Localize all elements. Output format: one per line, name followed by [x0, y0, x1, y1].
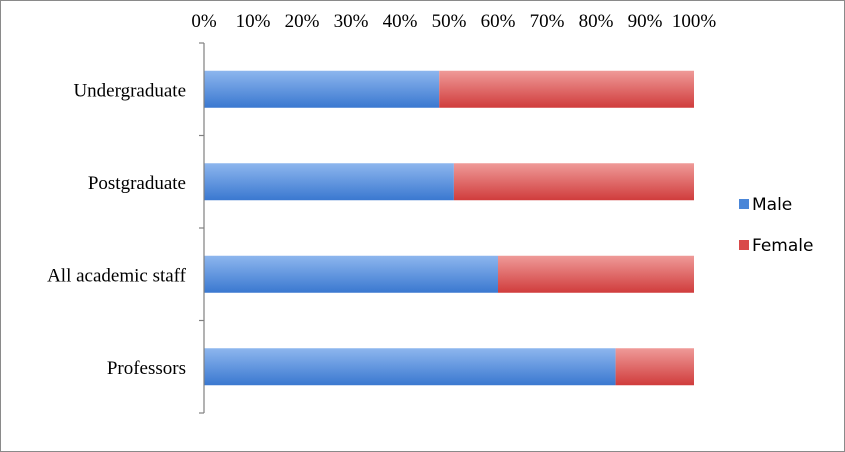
legend-label-male: Male — [752, 195, 792, 215]
x-axis-ticks: 0% 10% 20% 30% 40% 50% 60% 70% 80% 90% 100% — [191, 11, 716, 32]
category-label: Professors — [107, 358, 186, 379]
x-tick-label: 30% — [334, 11, 369, 32]
bars: Undergraduate Postgraduate All academic st… — [47, 70, 694, 386]
x-tick-label: 60% — [481, 11, 516, 32]
legend-swatch-male — [739, 199, 749, 209]
x-tick-label: 90% — [628, 11, 663, 32]
x-tick-label: 20% — [285, 11, 320, 32]
bar-male-undergraduate — [204, 70, 440, 108]
x-tick-label: 0% — [191, 11, 217, 32]
bar-female-postgraduate — [453, 163, 694, 201]
x-tick-label: 70% — [530, 11, 565, 32]
bar-male-all-academic-staff — [204, 255, 498, 293]
x-tick-label: 40% — [383, 11, 418, 32]
bar-male-professors — [204, 348, 616, 386]
x-tick-label: 10% — [236, 11, 271, 32]
bar-female-all-academic-staff — [498, 255, 694, 293]
x-tick-label: 80% — [579, 11, 614, 32]
x-tick-label: 100% — [672, 11, 717, 32]
legend: Male Female — [739, 195, 813, 256]
bar-female-undergraduate — [439, 70, 694, 108]
bar-female-professors — [615, 348, 694, 386]
x-tick-label: 50% — [432, 11, 467, 32]
bar-male-postgraduate — [204, 163, 454, 201]
category-label: Undergraduate — [73, 80, 186, 101]
y-axis — [199, 42, 205, 414]
legend-label-female: Female — [752, 236, 813, 256]
category-label: Postgraduate — [88, 173, 186, 194]
category-label: All academic staff — [47, 265, 187, 286]
legend-swatch-female — [739, 240, 749, 250]
